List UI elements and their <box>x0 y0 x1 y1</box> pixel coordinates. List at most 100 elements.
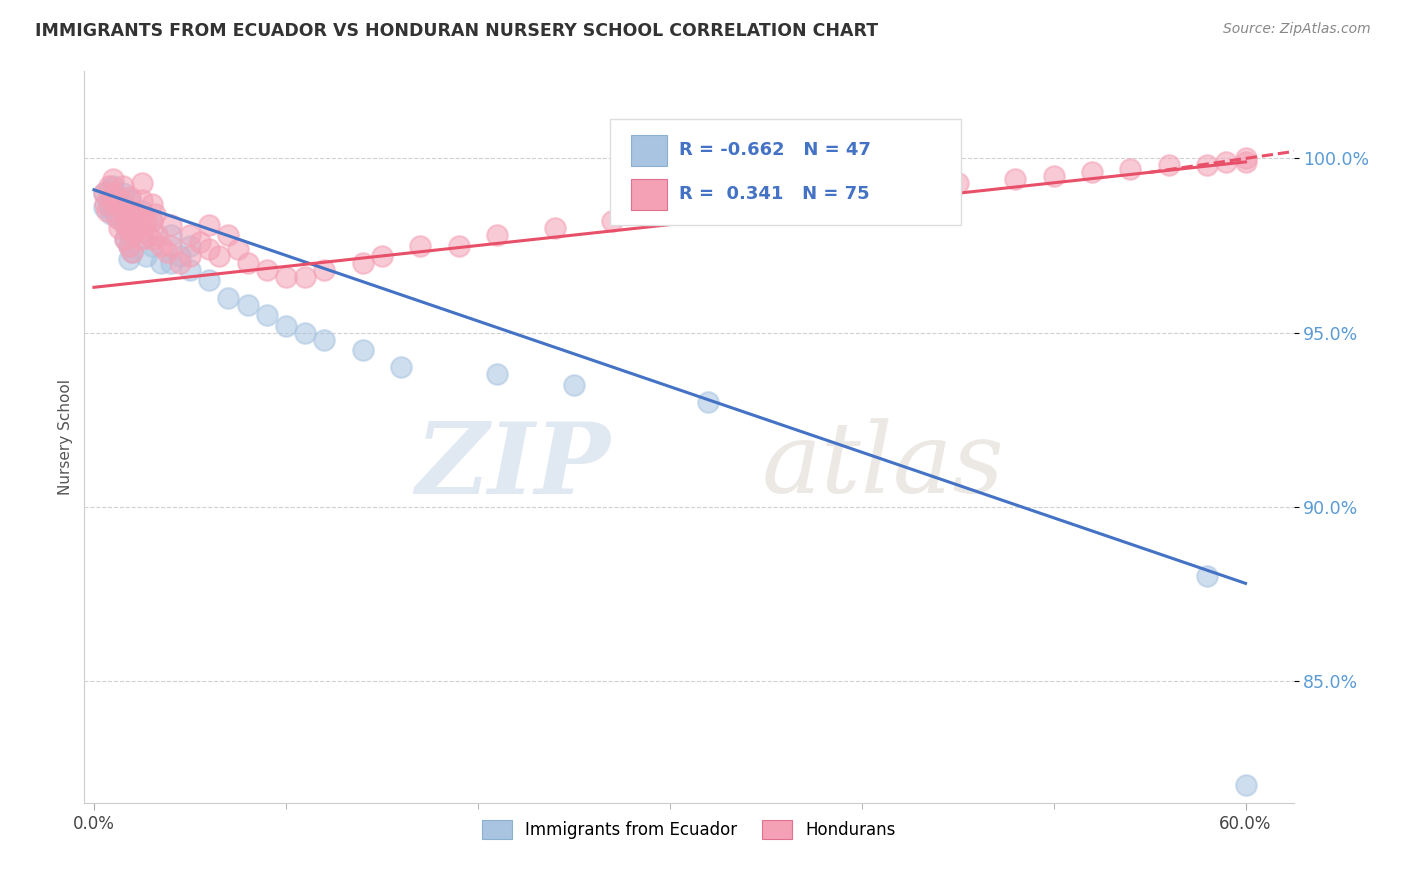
Point <box>145 207 167 221</box>
Point <box>1157 158 1180 172</box>
Point <box>100 207 122 221</box>
Point <box>198 273 221 287</box>
Y-axis label: Nursery School: Nursery School <box>58 379 73 495</box>
Point <box>141 231 163 245</box>
Point <box>371 249 394 263</box>
Point <box>121 245 143 260</box>
Point <box>217 228 239 243</box>
Point <box>1234 155 1257 169</box>
Point <box>543 221 565 235</box>
Point <box>96 203 118 218</box>
Point <box>562 377 585 392</box>
Point <box>352 343 374 357</box>
FancyBboxPatch shape <box>610 119 962 225</box>
Point <box>125 221 148 235</box>
Point <box>946 176 969 190</box>
Point <box>208 249 231 263</box>
Point <box>136 228 159 243</box>
Point <box>773 193 796 207</box>
Point <box>141 214 163 228</box>
Point <box>117 221 139 235</box>
Point <box>141 238 163 252</box>
Bar <box>631 179 668 210</box>
Point <box>274 269 297 284</box>
Point <box>1081 165 1104 179</box>
Point <box>141 196 163 211</box>
Point <box>114 218 136 232</box>
Point <box>236 298 259 312</box>
Point <box>120 193 142 207</box>
Point <box>131 225 153 239</box>
Point <box>93 186 115 201</box>
Point <box>1197 569 1219 583</box>
Point <box>889 179 911 194</box>
Point <box>121 245 143 260</box>
Point <box>115 207 138 221</box>
Point <box>131 231 153 245</box>
Point <box>294 269 316 284</box>
Point <box>122 203 145 218</box>
Point <box>114 218 136 232</box>
Point <box>101 203 124 218</box>
Point <box>1119 161 1142 176</box>
Point <box>716 196 738 211</box>
Point <box>179 228 201 243</box>
Point <box>105 190 128 204</box>
Point <box>131 193 153 207</box>
Point <box>1215 155 1237 169</box>
Point <box>150 238 173 252</box>
Point <box>117 238 139 252</box>
Point <box>94 196 117 211</box>
Point <box>98 179 121 194</box>
Point <box>135 214 157 228</box>
Point <box>389 360 412 375</box>
Text: R =  0.341   N = 75: R = 0.341 N = 75 <box>679 186 870 203</box>
Point <box>135 249 157 263</box>
Point <box>169 256 191 270</box>
Point <box>110 193 132 207</box>
Point <box>179 238 201 252</box>
Point <box>159 256 181 270</box>
Bar <box>631 135 668 166</box>
Point <box>146 228 169 243</box>
Point <box>409 238 432 252</box>
Point <box>105 211 128 225</box>
Point <box>111 203 134 218</box>
Point <box>101 193 124 207</box>
Point <box>169 249 191 263</box>
Point <box>121 225 143 239</box>
Point <box>198 218 221 232</box>
Point <box>697 395 720 409</box>
Point <box>121 207 143 221</box>
Point <box>159 228 181 243</box>
Point <box>114 231 136 245</box>
Point <box>226 242 249 256</box>
Point <box>179 263 201 277</box>
Point <box>115 207 138 221</box>
Text: R = -0.662   N = 47: R = -0.662 N = 47 <box>679 141 872 160</box>
Point <box>93 186 115 201</box>
Point <box>1042 169 1064 183</box>
Point <box>600 214 623 228</box>
Point <box>131 176 153 190</box>
Point <box>352 256 374 270</box>
Point <box>156 245 179 260</box>
Point <box>108 221 131 235</box>
Point <box>121 211 143 225</box>
Point <box>1234 152 1257 166</box>
Point <box>447 238 470 252</box>
Point <box>256 308 278 322</box>
Point <box>658 203 681 218</box>
Point <box>179 249 201 263</box>
Point <box>111 179 134 194</box>
Point <box>121 228 143 243</box>
Point <box>198 242 221 256</box>
Point <box>141 214 163 228</box>
Text: atlas: atlas <box>762 418 1004 514</box>
Point <box>131 203 153 218</box>
Point <box>131 211 153 225</box>
Point <box>485 368 508 382</box>
Point <box>105 196 128 211</box>
Point <box>98 183 121 197</box>
Point <box>93 200 115 214</box>
